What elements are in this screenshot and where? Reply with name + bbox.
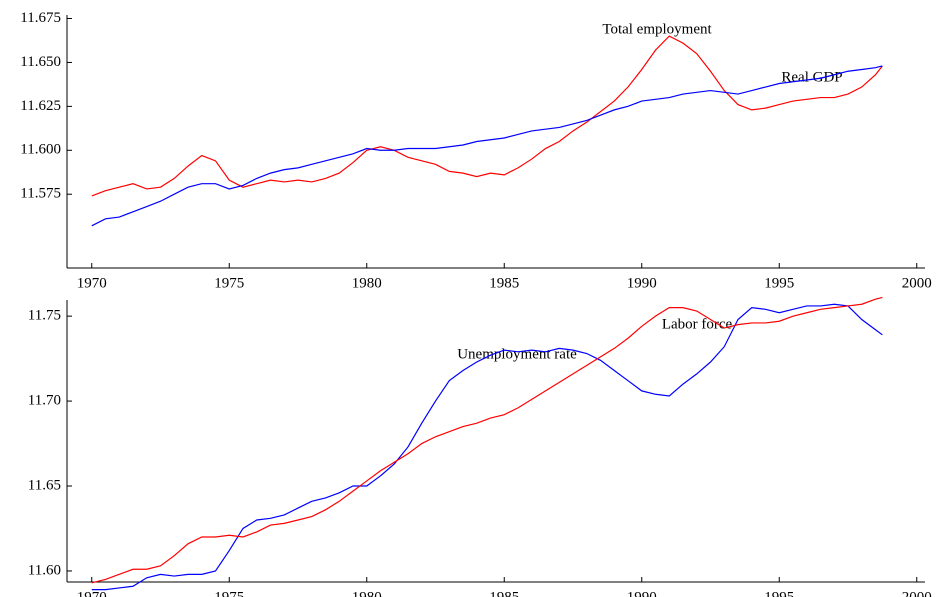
y-tick-label: 11.65 xyxy=(28,477,61,493)
y-tick-label: 11.600 xyxy=(20,142,61,158)
y-tick-label: 11.60 xyxy=(28,562,61,578)
x-tick-label: 1975 xyxy=(214,275,244,291)
y-tick-label: 11.675 xyxy=(20,10,61,26)
series-line xyxy=(91,35,883,197)
x-tick-label: 1980 xyxy=(352,589,382,597)
series-label: Total employment xyxy=(602,21,712,37)
y-tick-label: 11.575 xyxy=(20,186,61,202)
x-tick-label: 1990 xyxy=(627,275,657,291)
series-line xyxy=(91,303,883,591)
x-tick-label: 1985 xyxy=(489,275,519,291)
y-tick-label: 11.625 xyxy=(20,98,61,114)
x-tick-label: 1985 xyxy=(489,589,519,597)
y-tick-label: 11.75 xyxy=(28,308,61,324)
series-label: Unemployment rate xyxy=(457,346,577,362)
series-label: Real GDP xyxy=(781,69,842,85)
y-tick-label: 11.650 xyxy=(20,54,61,70)
x-tick-label: 1995 xyxy=(764,589,794,597)
x-tick-label: 1970 xyxy=(77,589,107,597)
x-tick-label: 2000 xyxy=(902,589,932,597)
x-tick-label: 1995 xyxy=(764,275,794,291)
series-label: Labor force xyxy=(662,316,733,332)
x-tick-label: 1975 xyxy=(214,589,244,597)
x-tick-label: 2000 xyxy=(902,275,932,291)
y-tick-label: 11.70 xyxy=(28,393,61,409)
x-tick-label: 1980 xyxy=(352,275,382,291)
x-tick-label: 1990 xyxy=(627,589,657,597)
x-tick-label: 1970 xyxy=(77,275,107,291)
series-line xyxy=(91,65,883,227)
series-line xyxy=(91,296,883,584)
